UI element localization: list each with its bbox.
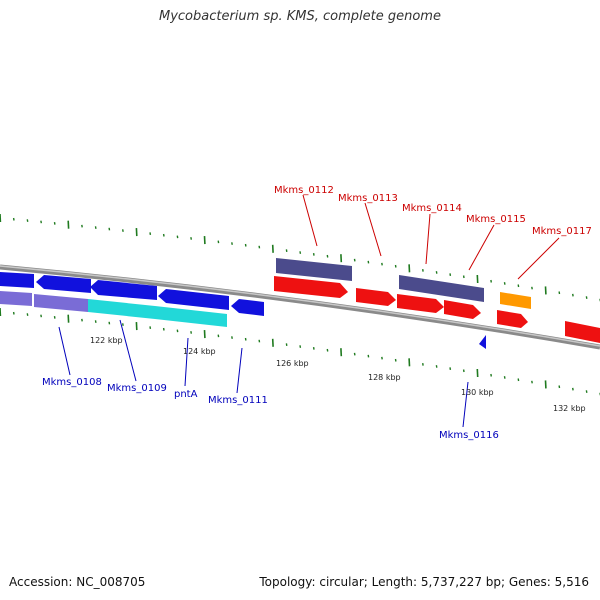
- position-label: 130 kbp: [461, 388, 494, 397]
- cds-block-forward[interactable]: [399, 275, 484, 302]
- gene-arrow-forward[interactable]: [497, 310, 528, 328]
- cds-block-forward[interactable]: [276, 258, 352, 281]
- position-label: 128 kbp: [368, 373, 401, 382]
- gene-arrow-forward[interactable]: [274, 276, 348, 298]
- gene-arrow-forward[interactable]: [565, 321, 600, 343]
- gene-arrow-reverse[interactable]: [90, 280, 157, 300]
- gene-arrow-forward[interactable]: [444, 300, 481, 319]
- genome-backbone: [0, 264, 600, 350]
- outer-tick-track: [0, 213, 600, 302]
- gene-label[interactable]: Mkms_0112: [274, 185, 334, 196]
- inner-tick-track: [0, 307, 600, 396]
- gene-arrow-reverse[interactable]: [0, 272, 34, 288]
- gene-arrow-reverse[interactable]: [158, 289, 229, 310]
- rna-block-reverse[interactable]: [155, 306, 227, 327]
- genome-stats-text: Topology: circular; Length: 5,737,227 bp…: [259, 575, 589, 589]
- position-label: 122 kbp: [90, 336, 123, 345]
- gene-label[interactable]: Mkms_0115: [466, 214, 526, 225]
- position-labels: 122 kbp 124 kbp 126 kbp 128 kbp 130 kbp …: [90, 336, 586, 413]
- gene-arrow-reverse[interactable]: [36, 275, 91, 293]
- map-title: Mycobacterium sp. KMS, complete genome: [159, 9, 441, 24]
- gene-label[interactable]: Mkms_0108: [42, 377, 102, 388]
- gene-label[interactable]: Mkms_0114: [402, 203, 462, 214]
- gene-label[interactable]: Mkms_0117: [532, 226, 592, 237]
- reverse-gene-track: [0, 272, 264, 316]
- forward-cds-track: [276, 258, 531, 309]
- position-label: 126 kbp: [276, 359, 309, 368]
- gene-arrow-forward[interactable]: [356, 288, 396, 306]
- rna-block-forward[interactable]: [500, 292, 531, 309]
- gene-arrow-reverse-small[interactable]: [479, 335, 486, 349]
- gene-arrow-forward[interactable]: [397, 294, 444, 313]
- gene-label[interactable]: Mkms_0116: [439, 430, 499, 441]
- rna-block-reverse[interactable]: [88, 299, 155, 319]
- gene-label[interactable]: Mkms_0111: [208, 395, 268, 406]
- forward-gene-track: [274, 276, 600, 343]
- cds-block-reverse[interactable]: [34, 294, 88, 312]
- gene-label[interactable]: pntA: [174, 389, 198, 400]
- genome-backbone-highlight: [0, 265, 600, 347]
- reverse-cds-track: [0, 291, 227, 327]
- accession-text: Accession: NC_008705: [9, 575, 146, 589]
- gene-label[interactable]: Mkms_0109: [107, 383, 167, 394]
- leader-lines: [58, 194, 560, 428]
- forward-gene-labels: Mkms_0112 Mkms_0113 Mkms_0114 Mkms_0115 …: [274, 185, 592, 237]
- gene-label[interactable]: Mkms_0113: [338, 193, 398, 204]
- position-label: 132 kbp: [553, 404, 586, 413]
- cds-block-reverse[interactable]: [0, 291, 32, 306]
- gene-arrow-reverse[interactable]: [231, 299, 264, 316]
- reverse-gene-labels: Mkms_0108 Mkms_0109 pntA Mkms_0111 Mkms_…: [42, 377, 499, 441]
- position-label: 124 kbp: [183, 347, 216, 356]
